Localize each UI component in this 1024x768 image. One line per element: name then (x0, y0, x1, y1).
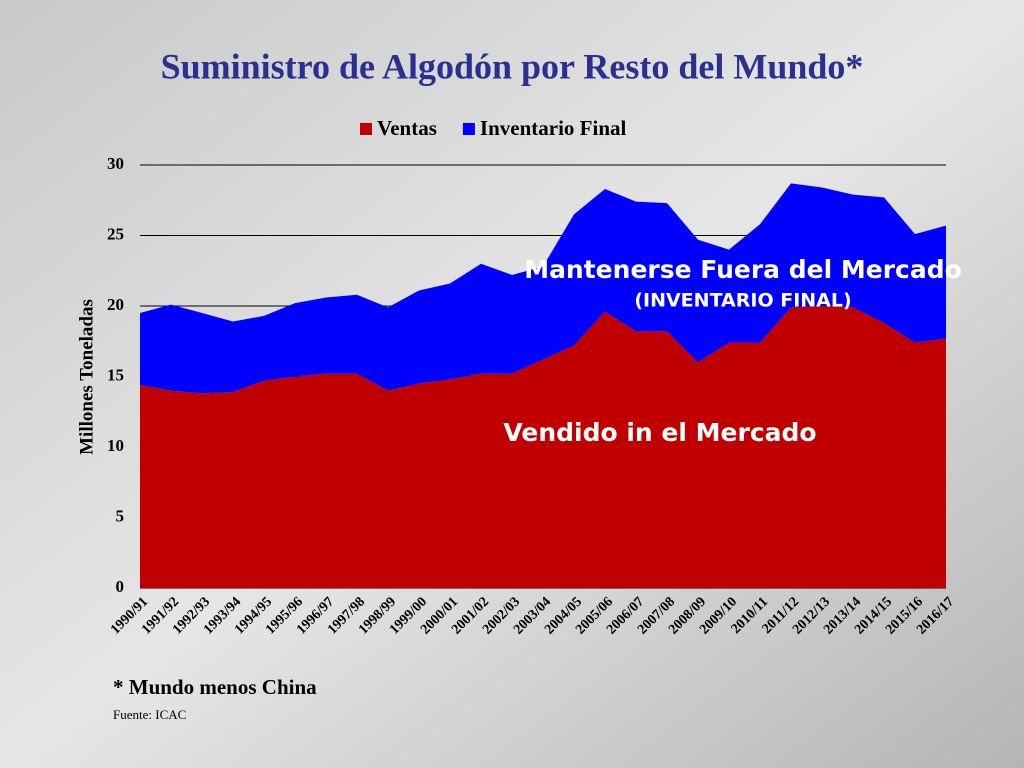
legend-swatch (360, 123, 372, 135)
y-tick-label: 30 (107, 154, 124, 173)
y-tick-label: 20 (107, 295, 124, 314)
annotation: (INVENTARIO FINAL) (634, 290, 851, 312)
legend-label: Inventario Final (480, 116, 627, 140)
y-tick-label: 5 (116, 506, 125, 525)
y-tick-label: 15 (107, 365, 124, 384)
y-tick-label: 0 (116, 577, 125, 596)
legend-swatch (462, 123, 475, 135)
area (140, 306, 946, 588)
y-tick-label: 10 (107, 436, 124, 455)
y-tick-label: 25 (107, 224, 124, 243)
y-axis-label: Millones Toneladas (76, 299, 97, 455)
annotation: Vendido in el Mercado (503, 418, 816, 447)
annotation: Mantenerse Fuera del Mercado (524, 255, 962, 284)
chart-title: Suministro de Algodón por Resto del Mund… (161, 46, 864, 86)
source: Fuente: ICAC (113, 707, 186, 722)
footnote: * Mundo menos China (113, 675, 317, 699)
area (140, 183, 946, 394)
legend-label: Ventas (377, 116, 437, 140)
